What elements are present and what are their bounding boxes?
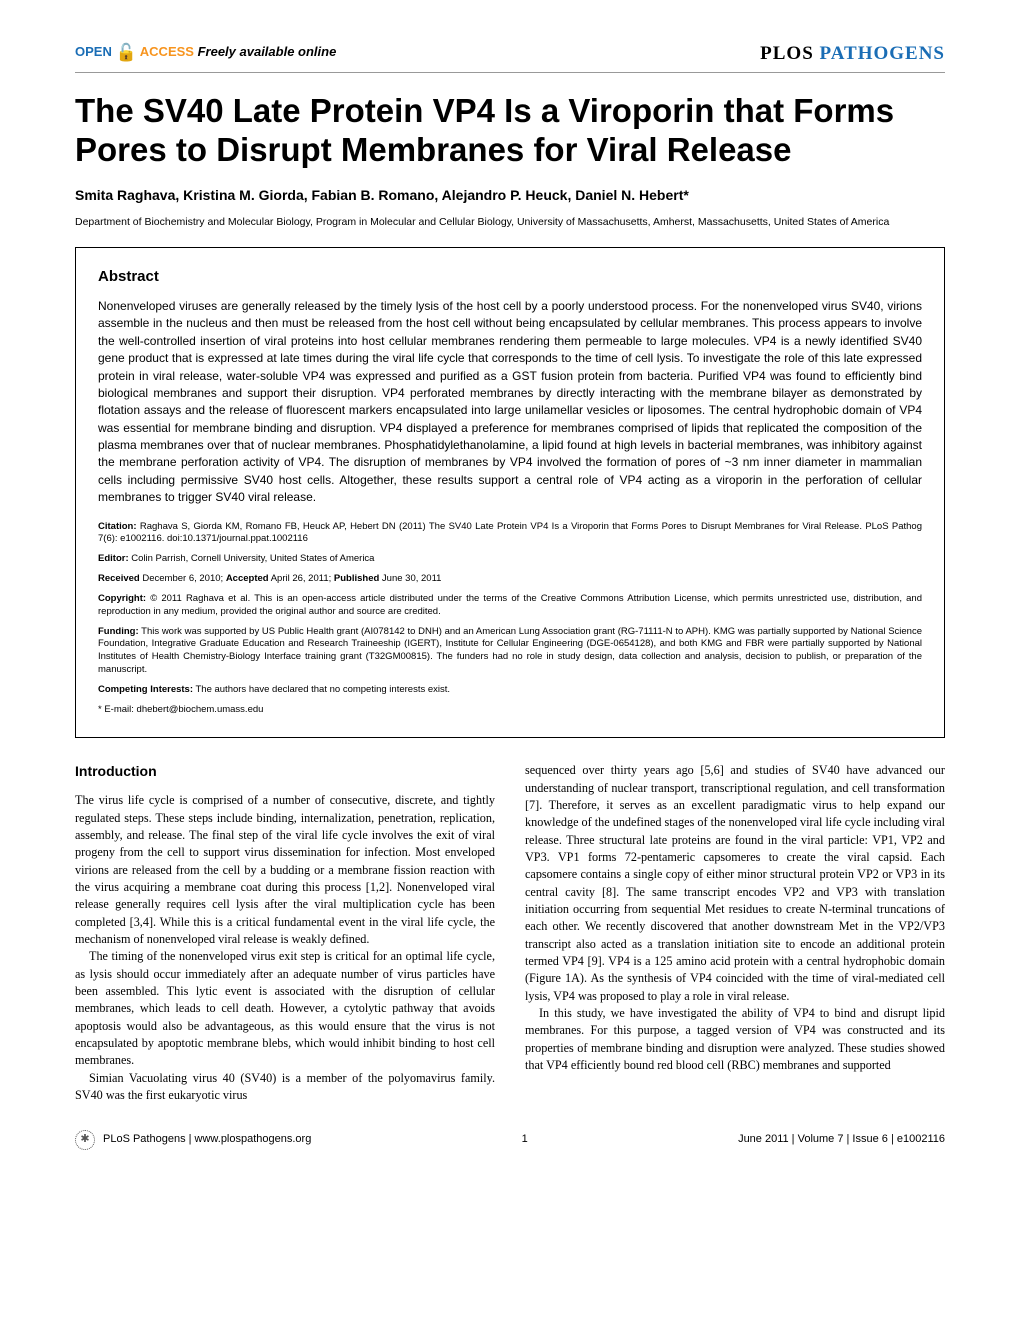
intro-para-1: The virus life cycle is comprised of a n… (75, 792, 495, 948)
open-text: OPEN (75, 44, 112, 59)
footer-left: ✱ PLoS Pathogens | www.plospathogens.org (75, 1130, 311, 1150)
footer-left-text: PLoS Pathogens | www.plospathogens.org (103, 1132, 311, 1148)
competing-text: The authors have declared that no compet… (193, 684, 450, 695)
journal-plos: PLOS (760, 43, 814, 64)
citation-block: Citation: Raghava S, Giorda KM, Romano F… (98, 521, 922, 547)
abstract-box: Abstract Nonenveloped viruses are genera… (75, 247, 945, 738)
intro-para-2: The timing of the nonenveloped virus exi… (75, 948, 495, 1069)
editor-block: Editor: Colin Parrish, Cornell Universit… (98, 553, 922, 566)
footer-page-number: 1 (522, 1132, 528, 1148)
funding-label: Funding: (98, 626, 139, 637)
freely-text: Freely available online (198, 44, 337, 59)
received-label: Received (98, 573, 140, 584)
dates-block: Received December 6, 2010; Accepted Apri… (98, 573, 922, 586)
email-block: * E-mail: dhebert@biochem.umass.edu (98, 704, 922, 717)
body-columns: Introduction The virus life cycle is com… (75, 762, 945, 1104)
copyright-label: Copyright: (98, 593, 146, 604)
intro-heading: Introduction (75, 762, 495, 782)
citation-text: Raghava S, Giorda KM, Romano FB, Heuck A… (98, 521, 922, 545)
page-footer: ✱ PLoS Pathogens | www.plospathogens.org… (75, 1130, 945, 1150)
page-header: OPEN 🔓 ACCESS Freely available online PL… (75, 40, 945, 73)
funding-block: Funding: This work was supported by US P… (98, 626, 922, 677)
affiliation: Department of Biochemistry and Molecular… (75, 215, 945, 229)
funding-text: This work was supported by US Public Hea… (98, 626, 922, 675)
editor-label: Editor: (98, 553, 129, 564)
competing-block: Competing Interests: The authors have de… (98, 684, 922, 697)
journal-pathogens: PATHOGENS (814, 43, 945, 64)
footer-logo-icon: ✱ (75, 1130, 95, 1150)
copyright-text: © 2011 Raghava et al. This is an open-ac… (98, 593, 922, 617)
left-column: Introduction The virus life cycle is com… (75, 762, 495, 1104)
competing-label: Competing Interests: (98, 684, 193, 695)
lock-icon: 🔓 (115, 43, 136, 62)
access-text: ACCESS (140, 44, 194, 59)
footer-right-text: June 2011 | Volume 7 | Issue 6 | e100211… (738, 1132, 945, 1148)
copyright-block: Copyright: © 2011 Raghava et al. This is… (98, 593, 922, 619)
right-column: sequenced over thirty years ago [5,6] an… (525, 762, 945, 1104)
citation-label: Citation: (98, 521, 137, 532)
published-label: Published (334, 573, 379, 584)
open-access-badge: OPEN 🔓 ACCESS Freely available online (75, 41, 336, 66)
accepted-label: Accepted (226, 573, 269, 584)
abstract-text: Nonenveloped viruses are generally relea… (98, 298, 922, 507)
accepted-text: April 26, 2011; (269, 573, 334, 584)
authors: Smita Raghava, Kristina M. Giorda, Fabia… (75, 185, 945, 205)
abstract-heading: Abstract (98, 266, 922, 288)
intro-para-3: Simian Vacuolating virus 40 (SV40) is a … (75, 1070, 495, 1105)
article-title: The SV40 Late Protein VP4 Is a Viroporin… (75, 91, 945, 170)
intro-para-4: sequenced over thirty years ago [5,6] an… (525, 762, 945, 1005)
intro-para-5: In this study, we have investigated the … (525, 1005, 945, 1074)
journal-name: PLOS PATHOGENS (760, 40, 945, 68)
received-text: December 6, 2010; (140, 573, 226, 584)
editor-text: Colin Parrish, Cornell University, Unite… (129, 553, 375, 564)
published-text: June 30, 2011 (379, 573, 441, 584)
